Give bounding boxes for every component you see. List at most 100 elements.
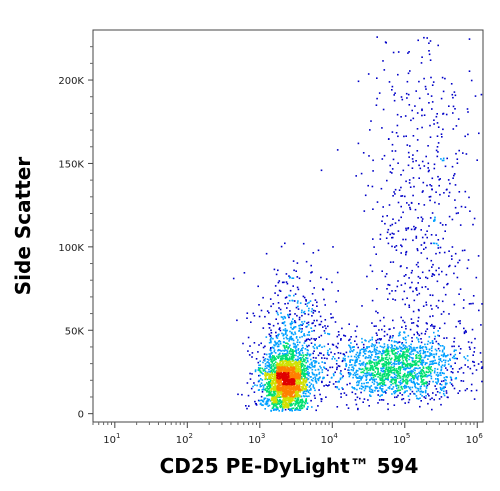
event-point [258, 304, 260, 306]
event-point [416, 331, 418, 334]
event-point [291, 397, 293, 400]
event-point [273, 359, 275, 362]
event-point [400, 96, 403, 98]
event-point [431, 323, 433, 326]
event-point [364, 372, 366, 375]
event-point [298, 363, 300, 366]
event-point [270, 336, 273, 339]
event-point [302, 395, 305, 397]
event-point [445, 113, 448, 116]
event-point [353, 349, 355, 351]
event-point [418, 350, 421, 353]
event-point [415, 362, 418, 364]
event-point [260, 371, 262, 374]
event-point [386, 358, 389, 361]
event-point [367, 73, 370, 75]
event-point [404, 380, 406, 382]
event-point [398, 341, 401, 343]
event-point [320, 400, 323, 403]
event-point [430, 375, 433, 378]
event-point [264, 358, 267, 360]
event-point [300, 399, 302, 401]
event-point [391, 236, 393, 239]
event-point [274, 385, 277, 387]
event-point [315, 409, 317, 412]
event-point [474, 95, 477, 97]
event-point [408, 355, 410, 357]
event-point [443, 346, 446, 348]
event-point [276, 398, 279, 401]
event-point [287, 347, 290, 349]
event-point [307, 324, 310, 326]
event-point [404, 358, 407, 360]
event-point [450, 83, 453, 85]
event-point [393, 349, 395, 352]
event-point [434, 335, 436, 338]
event-point [358, 354, 360, 357]
event-point [338, 365, 341, 368]
event-point [392, 347, 394, 350]
event-point [391, 131, 394, 133]
event-point [369, 379, 371, 381]
event-point [394, 193, 396, 195]
event-point [282, 329, 285, 331]
event-point [467, 111, 469, 113]
event-point [480, 367, 483, 369]
event-point [363, 210, 366, 212]
event-point [257, 361, 260, 364]
event-point [464, 135, 466, 138]
event-point [268, 359, 270, 361]
event-point [433, 398, 435, 401]
event-point [297, 300, 299, 302]
event-point [477, 255, 480, 257]
event-point [297, 348, 300, 350]
event-point [355, 335, 358, 338]
event-point [318, 373, 320, 375]
event-point [382, 399, 385, 401]
event-point [361, 385, 364, 388]
event-point [292, 352, 294, 354]
event-point [427, 145, 429, 147]
event-point [410, 347, 413, 349]
event-point [261, 389, 264, 391]
event-point [385, 354, 388, 357]
event-point [425, 301, 427, 304]
event-point [337, 357, 340, 359]
event-point [273, 362, 276, 365]
event-point [279, 364, 282, 366]
event-point [296, 407, 299, 410]
event-point [298, 402, 300, 405]
event-point [402, 378, 405, 380]
event-point [293, 369, 295, 372]
event-point [431, 108, 433, 110]
event-point [385, 366, 388, 368]
event-point [299, 302, 302, 304]
event-point [403, 366, 405, 369]
event-point [395, 341, 397, 343]
event-point [257, 285, 259, 288]
event-point [392, 378, 394, 381]
event-point [411, 158, 414, 160]
event-point [408, 104, 411, 106]
event-point [257, 367, 260, 369]
event-point [455, 125, 458, 127]
event-point [270, 382, 272, 385]
event-point [436, 146, 439, 148]
event-point [404, 365, 407, 367]
event-point [290, 350, 293, 353]
event-point [330, 377, 333, 379]
event-point [454, 94, 457, 97]
event-point [416, 324, 418, 327]
event-point [304, 303, 307, 305]
event-point [344, 368, 346, 370]
event-point [460, 380, 463, 382]
event-point [408, 182, 411, 184]
event-point [313, 338, 315, 340]
event-point [276, 355, 278, 358]
event-point [454, 377, 457, 380]
event-point [286, 361, 288, 364]
event-point [251, 356, 253, 358]
event-point [397, 355, 399, 358]
event-point [442, 90, 445, 93]
event-point [376, 334, 378, 336]
